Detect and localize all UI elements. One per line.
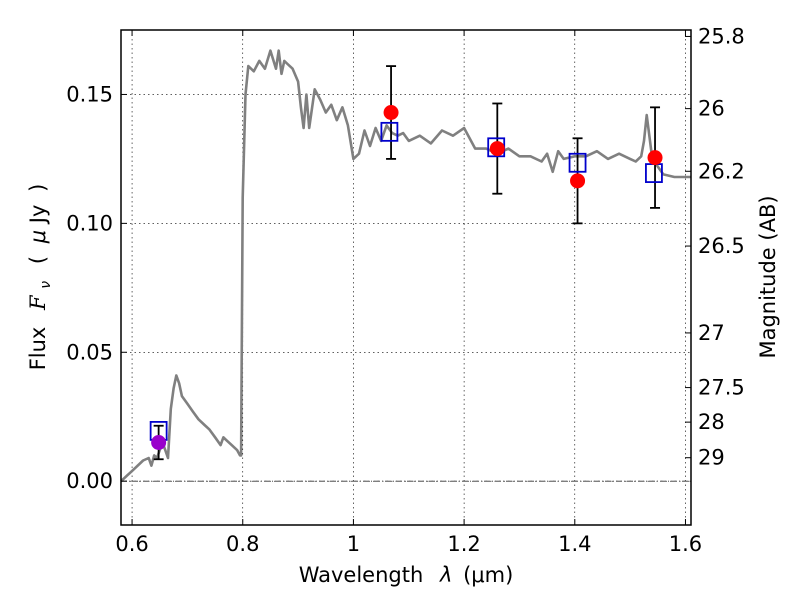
axes: 0.6 0.8 1 1.2 1.4 1.6 0.00 0.05 0.10 0.15 25.8 26 26… [66, 24, 745, 556]
x-axis-label-symbol: λ [439, 563, 452, 587]
y-axis-label-prefix: Flux [26, 327, 50, 371]
plot-content [120, 49, 691, 483]
circle-marker [647, 150, 663, 166]
x-tick-label: 1.6 [669, 532, 702, 556]
y2-tick-label: 26 [698, 97, 725, 121]
x-tick-label: 1.4 [558, 532, 591, 556]
x-tick-label: 0.6 [115, 532, 148, 556]
y-axis-label-mu: μ [26, 230, 50, 244]
model-spectrum-line [120, 49, 691, 483]
y-tick-label: 0.15 [66, 82, 113, 106]
y-tick-label: 0.10 [66, 211, 113, 235]
y-axis-label-unit: Jy [26, 205, 50, 226]
square-marker [568, 152, 587, 173]
x-axis-label-unit: (μm) [463, 563, 513, 587]
y2-tick-label: 26.2 [698, 159, 745, 183]
y-axis-label-subscript: ν [38, 281, 54, 289]
x-tick-label: 1 [347, 532, 360, 556]
circle-marker [570, 173, 586, 189]
grid-lines [121, 30, 691, 525]
y-axis-label-open: ( [26, 256, 50, 264]
x-tick-label: 0.8 [226, 532, 259, 556]
square-marker [645, 163, 663, 183]
y2-tick-label: 29 [698, 446, 725, 470]
circle-marker [383, 105, 399, 120]
x-tick-label: 1.2 [447, 532, 480, 556]
x-axis-label: Wavelength λ (μm) [299, 563, 514, 587]
y-axis-label-close: ) [26, 184, 50, 192]
y-axis-label: Flux F ν ( μ Jy ) [26, 184, 55, 371]
circle-marker [151, 435, 167, 450]
plot-frame [120, 29, 692, 526]
right-axis-label: Magnitude (AB) [756, 195, 780, 358]
y-axis-label-symbol: F [26, 294, 50, 311]
y2-tick-label: 27 [698, 321, 725, 345]
circle-marker [489, 141, 505, 157]
y-tick-label: 0.05 [66, 340, 113, 364]
y2-tick-label: 25.8 [698, 24, 745, 48]
y2-tick-label: 27.5 [698, 376, 745, 400]
x-axis-label-prefix: Wavelength [299, 563, 424, 587]
y2-tick-label: 28 [698, 410, 725, 434]
y-tick-label: 0.00 [66, 469, 113, 493]
y2-tick-label: 26.5 [698, 234, 745, 258]
square-marker [380, 121, 399, 142]
